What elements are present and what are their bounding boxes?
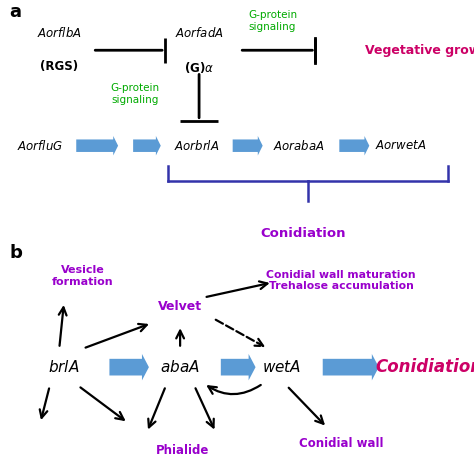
Text: $\it{AorwetA}$: $\it{AorwetA}$ (375, 139, 426, 152)
Text: $\bf{\it{abaA}}$: $\bf{\it{abaA}}$ (160, 359, 200, 375)
Text: G-protein
signaling: G-protein signaling (248, 10, 297, 32)
Text: $\it{AorflbA}$: $\it{AorflbA}$ (37, 26, 82, 40)
Text: a: a (9, 2, 21, 20)
Text: $\bf{\it{brlA}}$: $\bf{\it{brlA}}$ (48, 359, 80, 375)
Text: Vegetative growth: Vegetative growth (365, 44, 474, 57)
Text: $\it{AorfluG}$: $\it{AorfluG}$ (17, 139, 64, 153)
Text: Conidiation: Conidiation (261, 227, 346, 240)
Text: $\it{AorbrlA}$: $\it{AorbrlA}$ (174, 139, 219, 153)
Text: Conidial wall: Conidial wall (299, 438, 383, 450)
Text: Phialide: Phialide (156, 444, 209, 457)
Text: (G)$\alpha$: (G)$\alpha$ (184, 60, 214, 75)
Text: Velvet: Velvet (158, 300, 202, 313)
Text: G-protein
signaling: G-protein signaling (110, 83, 160, 105)
Text: Conidiation: Conidiation (375, 358, 474, 376)
Text: (RGS): (RGS) (40, 60, 78, 73)
Text: Vesicle
formation: Vesicle formation (52, 265, 114, 287)
Text: $\bf{\it{wetA}}$: $\bf{\it{wetA}}$ (263, 359, 301, 375)
Text: $\it{AorabaA}$: $\it{AorabaA}$ (273, 139, 325, 153)
Text: $\it{AorfadA}$: $\it{AorfadA}$ (175, 26, 223, 40)
Text: b: b (9, 244, 22, 262)
Text: Conidial wall maturation
Trehalose accumulation: Conidial wall maturation Trehalose accum… (266, 270, 416, 291)
